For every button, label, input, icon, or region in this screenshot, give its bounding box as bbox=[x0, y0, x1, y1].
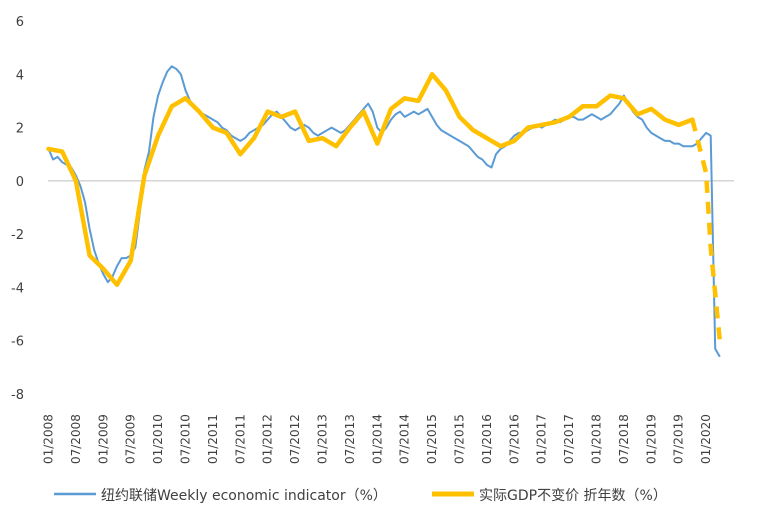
x-tick-label: 01/2009 bbox=[96, 414, 110, 464]
x-tick-label: 01/2020 bbox=[699, 414, 713, 464]
x-tick-label: 07/2013 bbox=[343, 414, 357, 464]
y-tick-label: 4 bbox=[16, 68, 24, 83]
x-tick-label: 01/2018 bbox=[590, 414, 604, 464]
x-tick-label: 07/2019 bbox=[672, 414, 686, 464]
x-tick-label: 01/2019 bbox=[644, 414, 658, 464]
x-tick-label: 01/2008 bbox=[42, 414, 56, 464]
x-tick-label: 01/2015 bbox=[425, 414, 439, 464]
x-tick-label: 01/2016 bbox=[480, 414, 494, 464]
x-axis-ticks: 01/2008 07/2008 01/2009 07/2009 01/2010 07/20… bbox=[42, 414, 714, 464]
series-layer bbox=[46, 65, 723, 358]
y-tick-label: 0 bbox=[16, 175, 24, 190]
series-line-weekly-index bbox=[47, 65, 721, 358]
x-tick-label: 07/2009 bbox=[124, 414, 138, 464]
legend: 纽约联储Weekly economic indicator（%） 实际GDP不变… bbox=[54, 488, 667, 504]
y-axis-ticks: 6 4 2 0 -2 -4 -6 -8 bbox=[11, 15, 24, 403]
y-tick-label: -6 bbox=[11, 335, 24, 350]
y-tick-label: -2 bbox=[11, 228, 24, 243]
x-tick-label: 01/2014 bbox=[370, 414, 384, 464]
legend-label-gdp: 实际GDP不变价 折年数（%） bbox=[479, 488, 667, 504]
y-tick-label: -8 bbox=[11, 388, 24, 403]
series-line-gdp bbox=[46, 72, 695, 288]
x-tick-label: 07/2018 bbox=[617, 414, 631, 464]
x-tick-label: 07/2012 bbox=[288, 414, 302, 464]
x-tick-label: 07/2016 bbox=[507, 414, 521, 464]
x-tick-label: 01/2013 bbox=[316, 414, 330, 464]
legend-label-weekly-index: 纽约联储Weekly economic indicator（%） bbox=[101, 488, 387, 504]
x-tick-label: 01/2010 bbox=[151, 414, 165, 464]
y-tick-label: -4 bbox=[11, 281, 24, 296]
x-tick-label: 07/2015 bbox=[453, 414, 467, 464]
y-tick-label: 6 bbox=[16, 15, 24, 30]
x-tick-label: 01/2011 bbox=[206, 414, 220, 464]
x-tick-label: 01/2012 bbox=[261, 414, 275, 464]
x-tick-label: 07/2010 bbox=[179, 414, 193, 464]
x-tick-label: 01/2017 bbox=[535, 414, 549, 464]
x-tick-label: 07/2014 bbox=[398, 414, 412, 464]
y-tick-label: 2 bbox=[16, 122, 24, 137]
x-tick-label: 07/2008 bbox=[69, 414, 83, 464]
x-tick-label: 07/2011 bbox=[233, 414, 247, 464]
series-line-gdp-forecast bbox=[690, 119, 723, 341]
x-tick-label: 07/2017 bbox=[562, 414, 576, 464]
